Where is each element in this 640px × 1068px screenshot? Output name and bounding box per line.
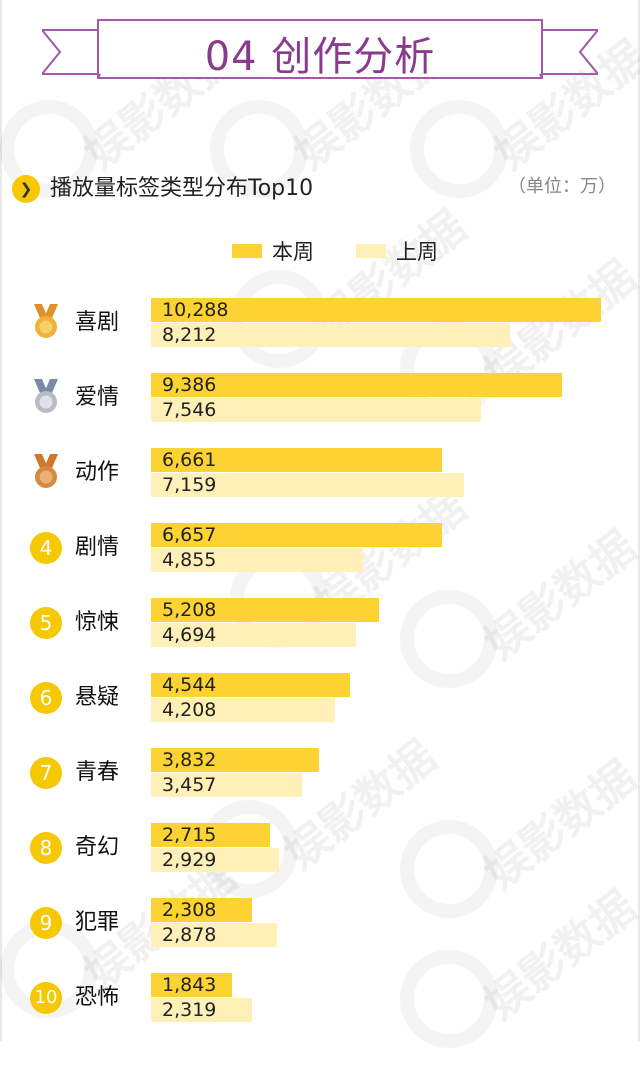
data-label-current: 1,843 — [162, 974, 217, 996]
data-label-current: 9,386 — [162, 374, 217, 396]
data-label-previous: 7,546 — [162, 399, 217, 421]
right-border — [638, 0, 640, 1041]
category-label: 犯罪 — [75, 910, 120, 935]
category-label: 剧情 — [75, 535, 120, 560]
bronze-medal-icon — [31, 454, 61, 490]
bar-previous-week — [151, 548, 363, 572]
rank-badge: 8 — [30, 832, 62, 864]
legend-swatch-previous — [356, 244, 386, 258]
legend-label-current: 本周 — [272, 240, 314, 264]
category-label: 青春 — [75, 760, 120, 785]
bar-previous-week — [151, 773, 302, 797]
rank-badge: 7 — [30, 757, 62, 789]
gold-medal-icon — [31, 304, 61, 340]
data-label-previous: 4,855 — [162, 549, 217, 571]
category-label: 动作 — [75, 460, 120, 485]
rank-badge: 6 — [30, 682, 62, 714]
legend-item-current: 本周 — [232, 236, 314, 266]
category-label: 悬疑 — [75, 685, 120, 710]
legend-label-previous: 上周 — [396, 240, 438, 264]
data-label-current: 6,657 — [162, 524, 217, 546]
data-label-current: 3,832 — [162, 749, 217, 771]
ribbon-shape — [42, 19, 598, 79]
data-label-current: 4,544 — [162, 674, 217, 696]
chevron-right-icon: ❯ — [12, 175, 40, 203]
left-border — [0, 0, 2, 1041]
section-title: 04 创作分析 — [204, 34, 436, 80]
bar-previous-week — [151, 623, 356, 647]
section-ribbon: 04 创作分析 — [42, 18, 598, 90]
data-label-previous: 7,159 — [162, 474, 217, 496]
bar-previous-week — [151, 323, 510, 347]
data-label-previous: 2,319 — [162, 999, 217, 1021]
rank-badge: 5 — [30, 607, 62, 639]
data-label-current: 6,661 — [162, 449, 217, 471]
data-label-previous: 4,208 — [162, 699, 217, 721]
bar-previous-week — [151, 923, 277, 947]
bar-previous-week — [151, 398, 481, 422]
chart-subtitle: 播放量标签类型分布Top10 — [50, 176, 314, 201]
bar-previous-week — [151, 848, 279, 872]
rank-badge: 10 — [30, 982, 62, 1014]
category-label: 惊悚 — [75, 610, 120, 635]
bar-current-week — [151, 823, 270, 847]
bar-current-week — [151, 373, 562, 397]
category-label: 爱情 — [75, 385, 120, 410]
rank-badge: 4 — [30, 532, 62, 564]
data-label-previous: 8,212 — [162, 324, 217, 346]
bar-current-week — [151, 973, 232, 997]
data-label-previous: 4,694 — [162, 624, 217, 646]
data-label-current: 10,288 — [162, 299, 229, 321]
unit-label: （单位：万） — [508, 176, 616, 197]
data-label-previous: 2,929 — [162, 849, 217, 871]
bar-chart: 喜剧 10,288 8,212 爱情 9,386 7,546 动作 6,661 7,159 4 剧情… — [0, 290, 640, 1035]
bar-previous-week — [151, 998, 252, 1022]
bar-current-week — [151, 523, 442, 547]
bar-previous-week — [151, 698, 335, 722]
category-label: 喜剧 — [75, 310, 120, 335]
bar-current-week — [151, 448, 442, 472]
bar-current-week — [151, 748, 319, 772]
data-label-current: 2,308 — [162, 899, 217, 921]
bar-current-week — [151, 673, 350, 697]
legend-swatch-current — [232, 244, 262, 258]
category-label: 恐怖 — [75, 985, 120, 1010]
bar-current-week — [151, 598, 379, 622]
bar-current-week — [151, 298, 601, 322]
data-label-previous: 2,878 — [162, 924, 217, 946]
rank-badge: 9 — [30, 907, 62, 939]
data-label-current: 5,208 — [162, 599, 217, 621]
legend-item-previous: 上周 — [356, 236, 438, 266]
category-label: 奇幻 — [75, 835, 120, 860]
bar-previous-week — [151, 473, 464, 497]
data-label-current: 2,715 — [162, 824, 217, 846]
chart-legend: 本周 上周 — [0, 236, 640, 266]
data-label-previous: 3,457 — [162, 774, 217, 796]
silver-medal-icon — [31, 379, 61, 415]
bar-current-week — [151, 898, 252, 922]
